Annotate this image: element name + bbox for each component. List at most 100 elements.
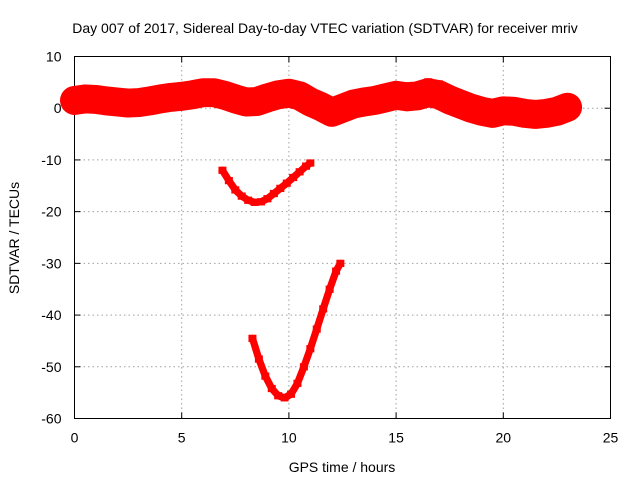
data-point (434, 80, 443, 110)
x-tick-label: 5 (178, 430, 186, 446)
data-point (252, 92, 261, 111)
data-point (392, 85, 401, 105)
data-point (325, 285, 334, 293)
data-point (274, 84, 283, 106)
data-point (244, 196, 253, 204)
x-axis-label: GPS time / hours (289, 459, 396, 475)
data-point (381, 89, 390, 107)
data-point (295, 85, 304, 107)
x-tick-label: 20 (496, 430, 512, 446)
y-tick-label: 10 (46, 49, 62, 65)
data-point (306, 159, 315, 167)
data-point (299, 363, 308, 371)
data-point (336, 259, 345, 267)
chart-title: Day 007 of 2017, Sidereal Day-to-day VTE… (72, 20, 577, 36)
data-point (552, 102, 561, 121)
y-tick-label: -30 (41, 255, 61, 271)
y-tick-label: -20 (41, 204, 61, 220)
data-point (242, 93, 251, 111)
y-tick-label: -10 (41, 152, 61, 168)
data-point (282, 179, 291, 187)
data-point (248, 334, 257, 342)
series-layer (60, 78, 583, 402)
data-point (81, 89, 90, 109)
grid-lines (74, 56, 611, 419)
data-point (445, 86, 454, 114)
data-point (145, 91, 154, 111)
data-point (370, 92, 379, 109)
data-point (295, 168, 304, 176)
y-tick-label: -40 (41, 307, 61, 323)
data-point (166, 87, 175, 108)
data-point (319, 305, 328, 313)
data-point (237, 192, 246, 200)
data-point (284, 82, 293, 104)
data-point (413, 82, 422, 110)
data-point (224, 176, 233, 185)
data-point (134, 94, 143, 111)
data-point (269, 189, 278, 198)
data-point (402, 87, 411, 107)
data-point (267, 384, 276, 393)
data-point (349, 95, 358, 113)
data-point (124, 95, 133, 111)
data-point (91, 91, 100, 108)
data-point (263, 195, 272, 203)
data-point (563, 98, 572, 116)
data-point (280, 394, 289, 402)
data-point (312, 325, 321, 333)
x-tick-labels: 0 5 10 15 20 25 (71, 430, 619, 446)
mriv-track-2 (218, 159, 315, 206)
data-point (499, 101, 508, 121)
y-tick-label: -50 (41, 359, 61, 375)
axis-ticks (74, 56, 611, 419)
data-point (520, 104, 529, 123)
y-tick-label: 0 (54, 100, 62, 116)
y-axis-label: SDTVAR / TECUs (6, 182, 22, 294)
data-point (531, 105, 540, 124)
data-point (359, 93, 368, 111)
y-tick-label: -60 (41, 411, 61, 427)
data-point (467, 97, 476, 119)
data-point (302, 162, 311, 170)
x-tick-label: 0 (71, 430, 79, 446)
x-tick-label: 25 (603, 430, 619, 446)
data-point (293, 379, 302, 387)
x-tick-label: 10 (281, 430, 297, 446)
y-tick-labels: 10 0 -10 -20 -30 -40 -50 -60 (41, 49, 61, 427)
data-point (156, 88, 165, 110)
data-point (102, 93, 111, 109)
data-point (317, 96, 326, 118)
data-point (177, 85, 186, 107)
data-point (70, 91, 79, 110)
data-point (332, 267, 341, 275)
data-point (510, 102, 519, 121)
data-point (289, 173, 298, 182)
data-point (488, 104, 497, 123)
data-point (306, 91, 315, 113)
data-point (199, 82, 208, 104)
data-point (456, 93, 465, 115)
data-point (220, 85, 229, 105)
data-point (113, 94, 122, 110)
data-point (209, 82, 218, 104)
data-point (327, 103, 336, 122)
data-point (218, 166, 227, 174)
data-point (287, 390, 296, 398)
x-tick-label: 15 (388, 430, 404, 446)
data-point (276, 184, 285, 192)
plot-frame (74, 56, 611, 419)
data-point (188, 84, 197, 106)
data-point (231, 186, 240, 194)
data-point (274, 392, 283, 400)
data-point (263, 87, 272, 109)
data-point (250, 198, 259, 206)
data-point (261, 372, 270, 380)
data-point (306, 345, 315, 353)
data-point (254, 355, 263, 363)
data-point (231, 90, 240, 108)
mriv-track-1 (60, 78, 583, 129)
data-point (257, 198, 266, 206)
mriv-track-3 (248, 259, 345, 402)
data-point (338, 98, 347, 118)
